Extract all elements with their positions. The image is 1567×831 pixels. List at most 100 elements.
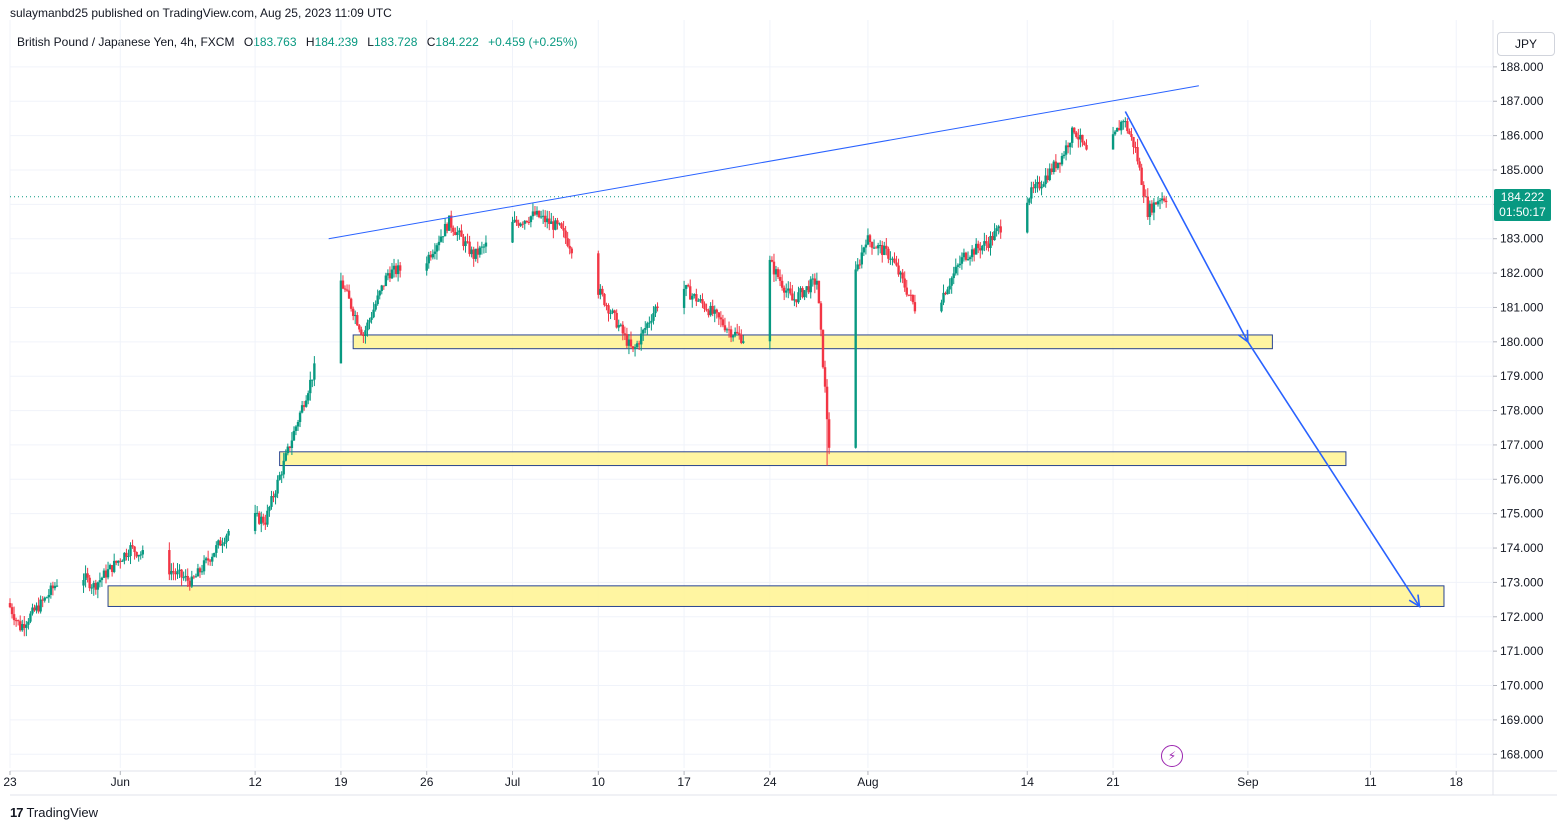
candle-body — [464, 241, 467, 247]
candle-body — [206, 558, 210, 561]
candle-body — [809, 279, 812, 293]
candle-body — [778, 277, 782, 281]
candle-body — [168, 550, 171, 575]
candle-body — [92, 582, 95, 588]
time-tick-label: Sep — [1237, 775, 1259, 789]
lightning-icon[interactable]: ⚡ — [1161, 745, 1183, 767]
candle-body — [356, 315, 359, 326]
candle-body — [108, 565, 112, 570]
candle-body — [1044, 175, 1047, 185]
candle-body — [188, 580, 191, 587]
candle-body — [180, 569, 183, 578]
candle-body — [431, 253, 435, 258]
candle-body — [1077, 136, 1080, 140]
candle-body — [200, 571, 204, 573]
ohlc-close-label: C — [426, 35, 436, 49]
candle-body — [609, 312, 612, 314]
candle-body — [470, 249, 473, 255]
candle-body — [468, 241, 471, 255]
candle-body — [717, 312, 721, 318]
candle-body — [550, 221, 553, 224]
candle-body — [972, 249, 976, 255]
candle-body — [460, 230, 463, 237]
time-tick-label: Jun — [111, 775, 130, 789]
candle-body — [974, 243, 978, 255]
candle-body — [384, 275, 388, 286]
candle-body — [772, 261, 776, 275]
candle-body — [178, 569, 181, 571]
candle-body — [1066, 145, 1070, 148]
candle-body — [823, 367, 827, 387]
candle-body — [35, 605, 38, 611]
candle-body — [617, 325, 620, 328]
candle-body — [366, 322, 369, 331]
candle-body — [703, 303, 706, 309]
price-tick-label: 172.000 — [1500, 610, 1544, 624]
candle-body — [715, 309, 718, 313]
price-tick-label: 182.000 — [1500, 266, 1544, 280]
candle-body — [989, 235, 992, 248]
candle-body — [364, 330, 367, 337]
candle-body — [942, 292, 945, 303]
candle-body — [394, 265, 398, 275]
candle-body — [110, 565, 114, 572]
time-tick-label: 14 — [1021, 775, 1035, 789]
currency-button[interactable]: JPY — [1497, 32, 1555, 56]
candle-body — [307, 393, 310, 401]
candle-body — [987, 243, 990, 248]
candle-body — [137, 554, 140, 557]
candle-body — [887, 248, 890, 259]
candle-body — [985, 241, 988, 244]
candle-body — [960, 257, 964, 264]
candle-body — [650, 320, 653, 323]
candle-body — [447, 215, 451, 231]
candle-body — [723, 325, 727, 331]
candle-body — [454, 231, 457, 236]
candle-body — [135, 552, 138, 557]
candle-body — [1028, 198, 1031, 203]
price-axis: 188.000187.000186.000185.000184.000183.0… — [1493, 60, 1544, 761]
candle-body — [292, 430, 296, 441]
candle-body — [729, 329, 733, 338]
candle-body — [296, 422, 300, 427]
candle-body — [629, 339, 633, 347]
candle-body — [227, 530, 230, 536]
candle-body — [993, 231, 996, 241]
time-tick-label: 21 — [1106, 775, 1120, 789]
resistance-trendline — [328, 85, 1199, 240]
candle-body — [398, 265, 402, 271]
candle-body — [264, 522, 267, 525]
candle-body — [858, 264, 861, 266]
support-zone — [279, 451, 1347, 467]
candle-body — [1046, 175, 1049, 181]
candle-body — [876, 245, 880, 249]
candle-body — [276, 479, 279, 494]
tradingview-logo[interactable]: 17 TradingView — [10, 805, 98, 820]
candle-body — [311, 379, 314, 381]
candle-body — [225, 535, 228, 543]
candle-body — [39, 599, 42, 612]
candle-body — [866, 235, 870, 245]
price-tick-label: 181.000 — [1500, 300, 1544, 314]
candle-body — [14, 620, 18, 622]
candle-body — [791, 293, 794, 301]
candle-body — [86, 573, 89, 578]
candle-body — [821, 329, 825, 368]
candle-body — [288, 446, 292, 449]
candle-body — [102, 570, 106, 578]
candle-body — [864, 244, 868, 248]
candle-body — [644, 328, 647, 330]
candle-body — [213, 552, 216, 557]
candle-body — [621, 324, 625, 334]
candle-body — [362, 334, 365, 337]
price-tick-label: 169.000 — [1500, 713, 1544, 727]
candle-body — [648, 322, 651, 324]
candle-body — [901, 272, 904, 279]
candle-body — [1036, 181, 1039, 185]
candle-body — [785, 290, 788, 293]
candle-body — [1048, 168, 1051, 181]
candle-body — [302, 405, 306, 407]
ohlc-open-label: O — [243, 35, 254, 49]
candle-body — [883, 245, 886, 255]
